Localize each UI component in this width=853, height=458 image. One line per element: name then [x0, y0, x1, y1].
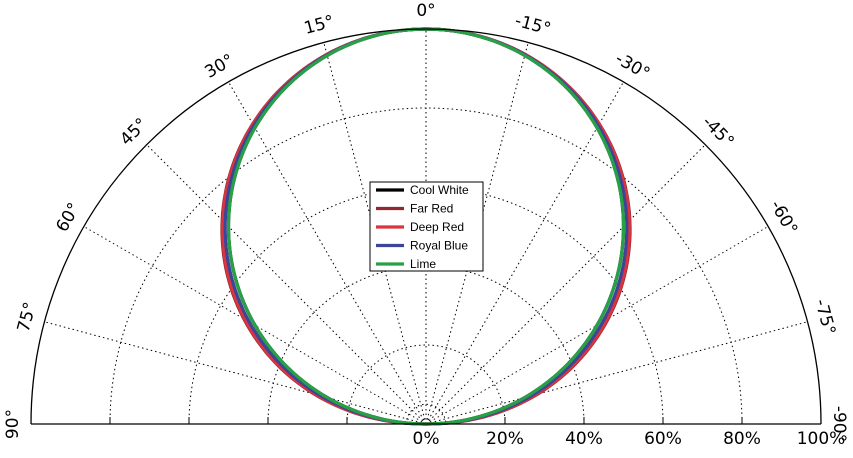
- radial-tick-labels: 0% 20% 40% 60% 80% 100%: [413, 429, 846, 449]
- angle-tick-label: -75°: [810, 297, 839, 337]
- angle-tick-label: 15°: [302, 12, 336, 39]
- grid-spoke: [83, 226, 427, 425]
- angle-tick-label: 30°: [202, 50, 238, 82]
- angle-tick-label: 0°: [416, 1, 435, 21]
- grid-spoke: [425, 42, 529, 425]
- angle-tick-label: 60°: [52, 200, 84, 236]
- legend: Cool White Far Red Deep Red Royal Blue Lime: [369, 181, 484, 272]
- grid-spoke: [425, 144, 706, 425]
- legend-label: Cool White: [410, 183, 469, 197]
- radial-tick-label: 100%: [797, 429, 846, 449]
- radial-tick-label: 40%: [565, 429, 603, 449]
- grid-spoke: [44, 321, 427, 425]
- grid-spoke: [425, 81, 624, 425]
- grid: [44, 29, 808, 425]
- legend-label: Lime: [410, 257, 436, 271]
- angle-tick-label: 90°: [3, 409, 23, 439]
- grid-spoke: [425, 321, 808, 425]
- radial-tick-label: 80%: [723, 429, 761, 449]
- radial-tick-label: 0%: [413, 429, 440, 449]
- legend-label: Royal Blue: [410, 239, 468, 253]
- grid-spoke: [425, 226, 769, 425]
- angle-tick-label: -15°: [513, 11, 553, 40]
- grid-spoke: [146, 144, 427, 425]
- outer-arc: [30, 28, 822, 425]
- plot-frame: [30, 28, 822, 425]
- angle-tick-label: 75°: [14, 300, 41, 334]
- legend-label: Deep Red: [410, 220, 464, 234]
- legend-label: Far Red: [410, 202, 453, 216]
- grid-circle-20: [346, 344, 506, 425]
- grid-spoke: [228, 81, 427, 425]
- grid-spoke: [323, 42, 427, 425]
- radial-tick-label: 20%: [486, 429, 524, 449]
- radial-tick-label: 60%: [644, 429, 682, 449]
- angle-tick-label: -45°: [698, 112, 738, 152]
- angle-tick-label: -90°: [829, 406, 849, 442]
